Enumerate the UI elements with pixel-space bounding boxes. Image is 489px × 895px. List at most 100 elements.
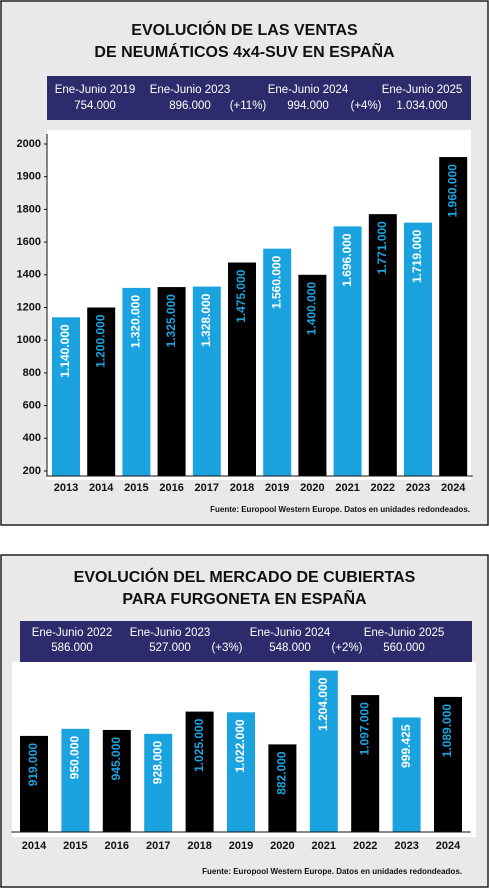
- bar: [20, 735, 48, 832]
- value-label: 950.000: [68, 735, 82, 779]
- x-tick-label: 2022: [353, 840, 377, 852]
- summary-period: Ene-Junio 2025: [382, 84, 463, 96]
- value-label: 1.400.000: [305, 281, 319, 335]
- bar: [268, 744, 297, 832]
- value-label: 1.560.000: [269, 255, 283, 309]
- summary-value: 560.000: [383, 642, 425, 654]
- chart-title: EVOLUCIÓN DEL MERCADO DE CUBIERTAS: [74, 567, 416, 586]
- x-tick-label: 2018: [230, 482, 254, 494]
- x-tick-label: 2016: [159, 482, 183, 494]
- x-tick-label: 2020: [300, 482, 324, 494]
- x-tick-label: 2022: [371, 482, 395, 494]
- y-tick-label: 400: [23, 432, 41, 444]
- value-label: 1.025.000: [192, 718, 206, 772]
- value-label: 1.960.000: [445, 164, 459, 218]
- value-label: 1.325.000: [164, 294, 178, 348]
- summary-period: Ene-Junio 2024: [250, 627, 331, 639]
- summary-value: 586.000: [51, 642, 93, 654]
- value-label: 1.328.000: [199, 293, 213, 347]
- bar: [309, 670, 338, 832]
- value-label: 1.200.000: [93, 314, 107, 368]
- y-tick-label: 1200: [17, 301, 41, 313]
- bar: [392, 717, 421, 832]
- value-label: 1.089.000: [440, 704, 454, 758]
- bar: [368, 214, 397, 477]
- x-tick-label: 2017: [195, 482, 219, 494]
- bar: [434, 696, 462, 832]
- summary-band: [47, 76, 471, 120]
- bar: [61, 728, 90, 832]
- x-tick-label: 2023: [406, 482, 430, 494]
- bar: [52, 317, 80, 476]
- x-tick-label: 2024: [436, 840, 461, 852]
- chart-title: PARA FURGONETA EN ESPAÑA: [122, 588, 367, 608]
- summary-period: Ene-Junio 2022: [32, 627, 113, 639]
- value-label: 1.320.000: [129, 295, 143, 349]
- summary-value: 754.000: [74, 100, 116, 112]
- bar: [157, 287, 186, 476]
- bar: [333, 226, 362, 476]
- bar: [404, 222, 432, 476]
- value-label: 919.000: [26, 743, 40, 787]
- x-tick-label: 2015: [63, 840, 87, 852]
- value-label: 999.425: [399, 724, 413, 768]
- y-tick-label: 1800: [17, 203, 41, 215]
- x-tick-label: 2016: [105, 840, 129, 852]
- bar: [227, 712, 255, 832]
- y-tick-label: 200: [23, 465, 41, 477]
- summary-period: Ene-Junio 2025: [364, 627, 445, 639]
- value-label: 882.000: [275, 751, 289, 795]
- y-tick-label: 1000: [17, 334, 41, 346]
- x-tick-label: 2021: [335, 482, 359, 494]
- x-tick-label: 2017: [146, 840, 170, 852]
- x-tick-label: 2018: [187, 840, 211, 852]
- x-tick-label: 2014: [89, 482, 114, 494]
- x-tick-label: 2019: [229, 840, 253, 852]
- bar: [122, 287, 151, 476]
- y-tick-label: 2000: [17, 138, 41, 150]
- bar: [298, 274, 327, 476]
- value-label: 1.719.000: [410, 229, 424, 283]
- summary-value: 527.000: [149, 642, 191, 654]
- summary-band: [20, 621, 472, 662]
- x-tick-label: 2014: [22, 840, 47, 852]
- value-label: 1.771.000: [375, 221, 389, 275]
- x-tick-label: 2020: [270, 840, 294, 852]
- value-label: 1.696.000: [340, 233, 354, 287]
- value-label: 945.000: [109, 737, 123, 781]
- value-label: 1.475.000: [234, 269, 248, 323]
- chart-title: EVOLUCIÓN DE LAS VENTAS: [131, 20, 358, 39]
- bar: [192, 286, 221, 476]
- chart-title: DE NEUMÁTICOS 4x4-SUV EN ESPAÑA: [94, 41, 395, 61]
- y-tick-label: 1900: [17, 171, 41, 183]
- source-note: Fuente: Europool Western Europe. Datos e…: [210, 505, 470, 514]
- summary-period: Ene-Junio 2023: [130, 627, 211, 639]
- value-label: 1.140.000: [58, 324, 72, 378]
- bar: [87, 307, 116, 476]
- x-tick-label: 2024: [441, 482, 466, 494]
- summary-change: (+2%): [332, 642, 363, 654]
- bar: [185, 711, 214, 832]
- summary-period: Ene-Junio 2024: [268, 84, 349, 96]
- bar: [263, 248, 292, 476]
- summary-change: (+3%): [212, 642, 243, 654]
- summary-value: 548.000: [269, 642, 311, 654]
- x-tick-label: 2015: [124, 482, 148, 494]
- bar: [439, 157, 468, 476]
- y-tick-label: 1400: [17, 269, 41, 281]
- y-tick-label: 1600: [17, 236, 41, 248]
- x-tick-label: 2021: [312, 840, 336, 852]
- bar: [102, 729, 131, 832]
- x-tick-label: 2013: [54, 482, 78, 494]
- x-tick-label: 2019: [265, 482, 289, 494]
- summary-value: 896.000: [169, 100, 211, 112]
- y-tick-label: 800: [23, 367, 41, 379]
- value-label: 1.097.000: [357, 702, 371, 756]
- summary-period: Ene-Junio 2023: [150, 84, 231, 96]
- x-tick-label: 2023: [394, 840, 418, 852]
- value-label: 928.000: [150, 741, 164, 785]
- bar: [351, 695, 380, 832]
- bar: [144, 733, 173, 832]
- summary-value: 994.000: [287, 100, 329, 112]
- summary-change: (+4%): [351, 100, 382, 112]
